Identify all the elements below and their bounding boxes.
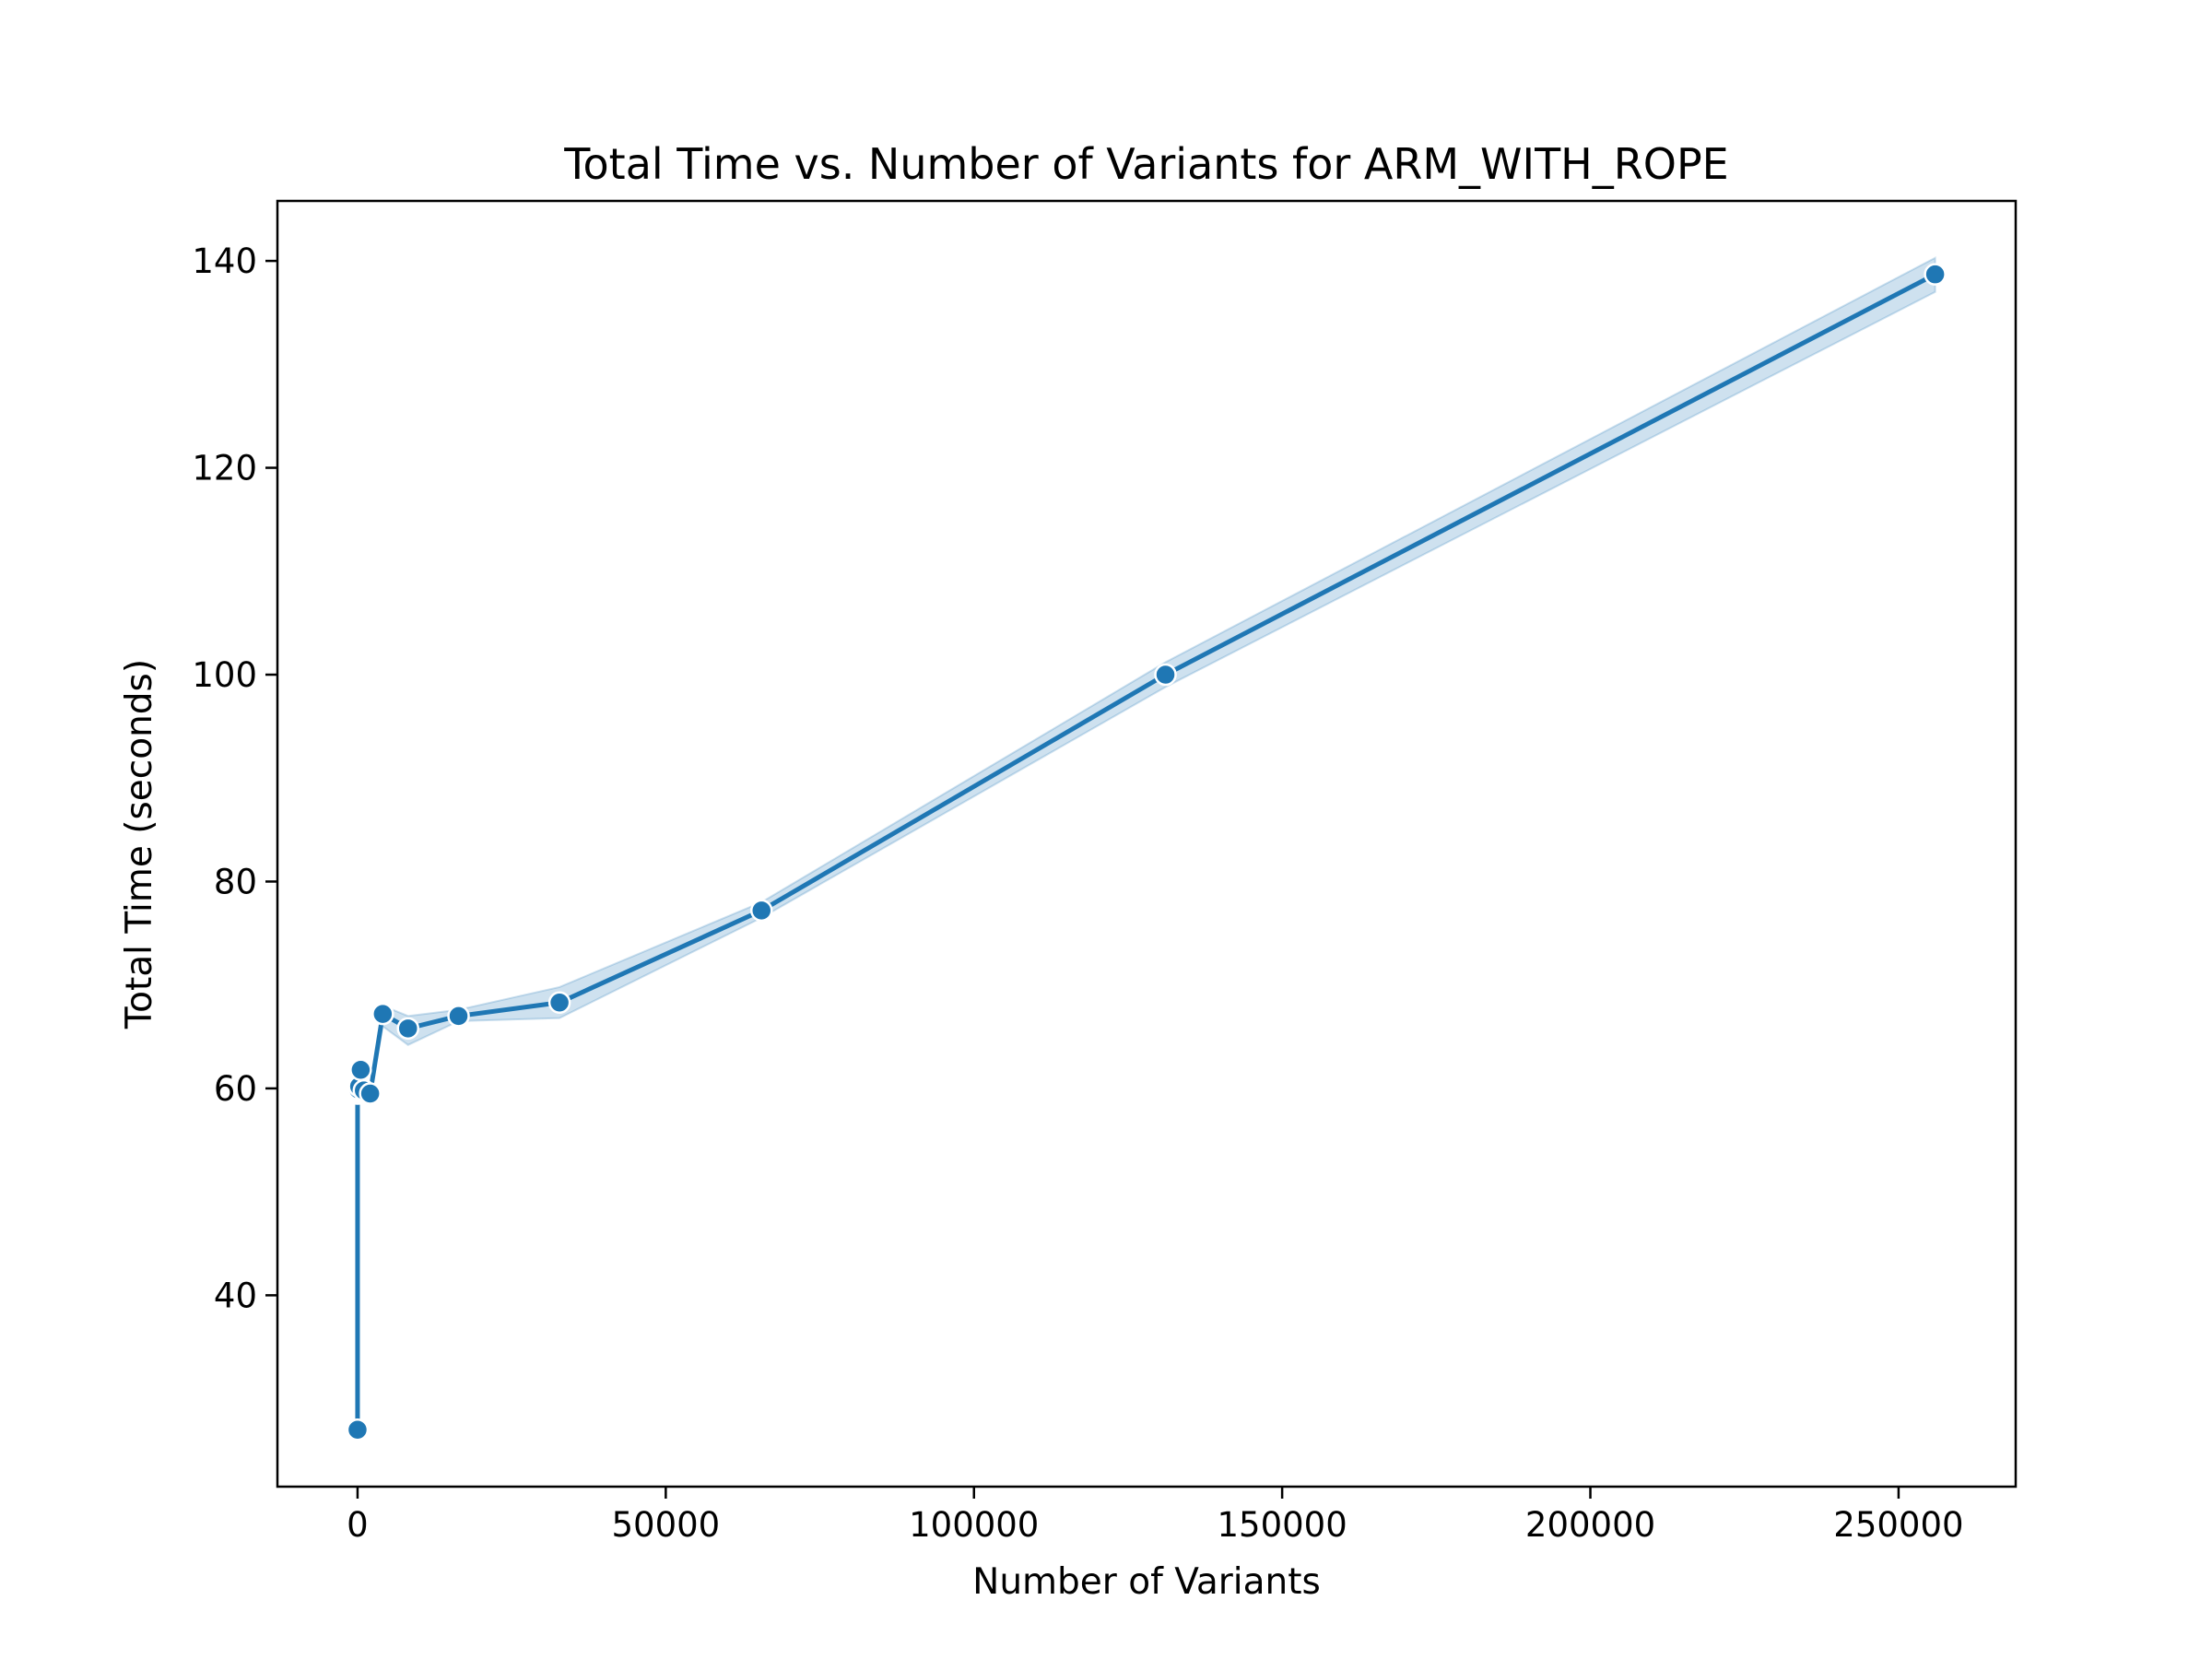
y-tick-label: 40 [214,1276,257,1315]
data-point [396,1017,419,1041]
y-tick-label: 120 [192,449,257,488]
data-point [447,1005,470,1028]
data-point [547,991,571,1015]
x-tick-label: 50000 [611,1505,720,1545]
y-tick-label: 140 [192,241,257,281]
x-tick-label: 100000 [909,1505,1039,1545]
y-tick-label: 80 [214,862,257,901]
data-point [346,1418,370,1441]
data-point [1924,263,1947,286]
data-point [371,1002,394,1026]
data-point [349,1058,372,1081]
x-axis-label: Number of Variants [972,1561,1321,1603]
y-tick-label: 60 [214,1069,257,1109]
plot-area [346,256,1947,1441]
y-axis-ticks: 40 60 80 100 120 140 [192,241,277,1315]
confidence-band [356,256,1936,1430]
data-points [346,263,1947,1441]
series-line [355,272,1936,1430]
axes-frame [276,199,2018,1488]
x-tick-label: 150000 [1218,1505,1347,1545]
y-axis-label: Total Time (seconds) [119,659,160,1030]
chart-title: Total Time vs. Number of Variants for AR… [563,139,1729,189]
x-tick-label: 250000 [1833,1505,1963,1545]
data-point [359,1082,382,1105]
x-tick-label: 200000 [1525,1505,1655,1545]
data-point [749,899,773,923]
x-tick-label: 0 [347,1505,369,1545]
x-axis-ticks: 0 50000 100000 150000 200000 250000 [347,1487,1964,1545]
y-tick-label: 100 [192,655,257,695]
data-point [1154,663,1177,687]
